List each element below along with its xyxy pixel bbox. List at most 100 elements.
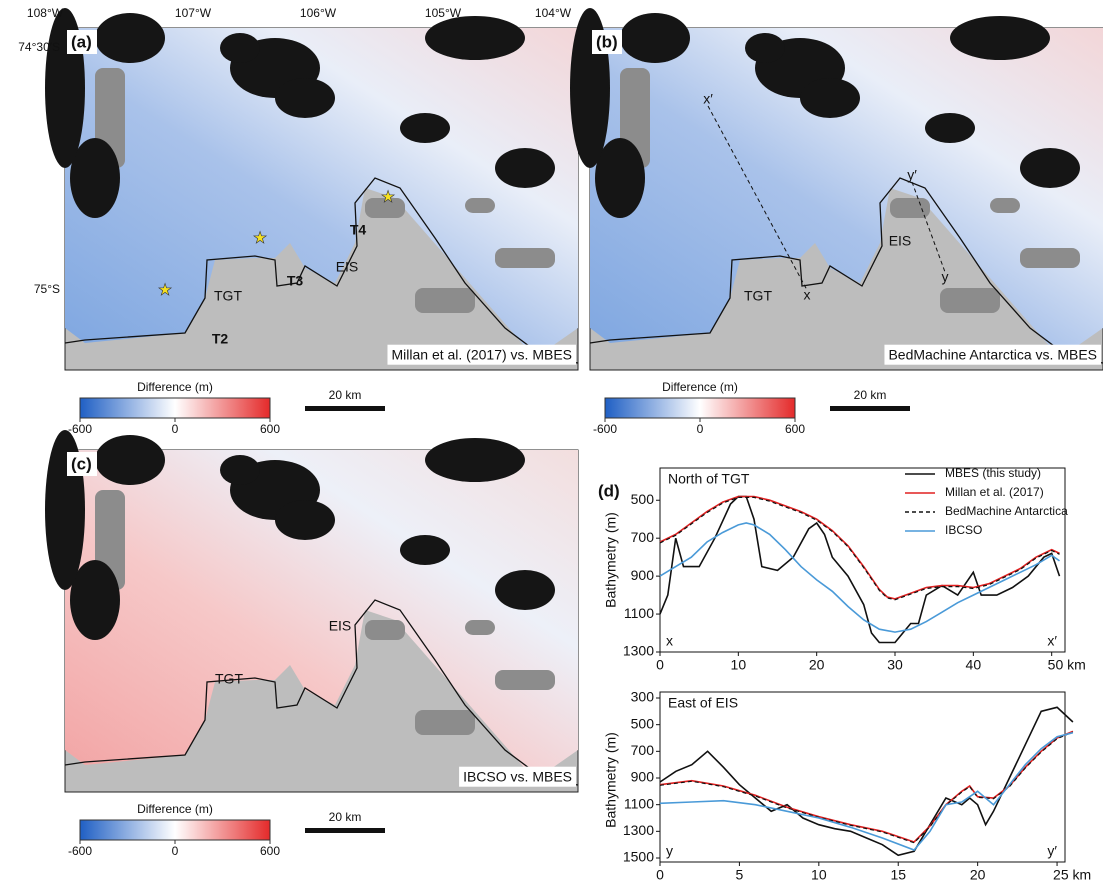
map-label: EIS <box>889 233 912 249</box>
x-tick-label: 50 km <box>1048 657 1086 673</box>
grounding-line <box>64 177 579 364</box>
no-data-area <box>1020 148 1080 188</box>
colorbar-title: Difference (m) <box>137 802 213 816</box>
rock-outcrop <box>495 248 555 268</box>
scale-bar-label: 20 km <box>854 388 887 402</box>
chart-title: East of EIS <box>668 695 738 711</box>
profile-end: x′ <box>1047 633 1057 649</box>
rock-outcrop <box>990 198 1020 213</box>
longitude-label: 105°W <box>425 6 462 20</box>
y-axis-label: Bathymetry (m) <box>603 512 619 608</box>
rock-outcrop <box>1020 248 1080 268</box>
x-tick-label: 40 <box>966 657 982 673</box>
no-data-area <box>400 535 450 565</box>
colorbar-tick-label: 600 <box>785 422 805 436</box>
no-data-area <box>425 438 525 482</box>
no-data-area <box>495 570 555 610</box>
x-tick-label: 20 <box>970 867 986 883</box>
map-label: TGT <box>215 671 243 687</box>
colorbar <box>604 397 796 419</box>
profile-line <box>659 730 1074 843</box>
colorbar-tick-label: -600 <box>68 422 92 436</box>
y-axis-label: Bathymetry (m) <box>603 732 619 828</box>
rock-outcrop <box>415 288 475 313</box>
profile-line <box>659 496 1060 601</box>
x-tick-label: 10 <box>811 867 827 883</box>
scale-bar-label: 20 km <box>329 388 362 402</box>
x-tick-label: 10 <box>731 657 747 673</box>
difference-field <box>65 28 578 358</box>
y-tick-label: 1100 <box>624 795 654 811</box>
map-panel: ★ ★ ★ (a) Millan et al. (2017) vs. MBES TGT EI… <box>45 8 579 371</box>
panel-label: (c) <box>71 454 92 473</box>
colorbar-tick-label: 0 <box>172 422 179 436</box>
colorbar <box>79 397 271 419</box>
no-data-area <box>745 33 785 63</box>
site-star: ★ <box>253 230 267 247</box>
scale-bar-label: 20 km <box>329 810 362 824</box>
rock-outcrop <box>415 710 475 735</box>
profile-line <box>659 522 1060 633</box>
latitude-label: 74°30′S <box>18 40 60 54</box>
colorbar-tick-label: -600 <box>593 422 617 436</box>
no-data-area <box>220 33 260 63</box>
grounding-line <box>589 177 1103 364</box>
map-label: y <box>942 269 949 285</box>
map-label: EIS <box>336 259 359 275</box>
difference-field <box>65 450 578 780</box>
no-data-area <box>95 13 165 63</box>
x-tick-label: 0 <box>656 657 664 673</box>
no-data-area <box>220 455 260 485</box>
map-panel: (b) BedMachine Antarctica vs. MBES TGT EIS x… <box>570 8 1103 371</box>
no-data-area <box>595 138 645 218</box>
legend-label: BedMachine Antarctica <box>945 504 1068 518</box>
legend-label: IBCSO <box>945 523 982 537</box>
profile-y <box>911 181 946 273</box>
scale-bar <box>305 828 385 833</box>
site-star: ★ <box>381 189 395 206</box>
caption-box <box>884 344 1101 365</box>
profile-start: y <box>666 843 673 859</box>
latitude-label: 75°S <box>34 282 60 296</box>
no-data-area <box>275 500 335 540</box>
map-panel: (c) IBCSO vs. MBES TGT EIS <box>45 430 579 793</box>
plot-frame <box>659 467 1066 653</box>
panel-caption: BedMachine Antarctica vs. MBES <box>888 347 1097 363</box>
y-tick-label: 900 <box>631 769 655 785</box>
colorbar-title: Difference (m) <box>137 380 213 394</box>
x-tick-label: 30 <box>887 657 903 673</box>
legend-label: Millan et al. (2017) <box>945 485 1044 499</box>
rock-outcrop <box>495 670 555 690</box>
panel-label: (d) <box>598 481 620 500</box>
scale-bar <box>830 406 910 411</box>
y-tick-label: 500 <box>631 491 655 507</box>
y-tick-label: 1500 <box>623 849 654 865</box>
colorbar-tick-label: 600 <box>260 844 280 858</box>
panel-label-box <box>67 452 97 476</box>
longitude-label: 107°W <box>175 6 212 20</box>
colorbar-title: Difference (m) <box>662 380 738 394</box>
map-label: TGT <box>744 288 772 304</box>
no-data-area <box>70 560 120 640</box>
longitude-label: 108°W <box>27 6 64 20</box>
no-data-area <box>400 113 450 143</box>
map-label: x′ <box>703 91 713 107</box>
y-tick-label: 500 <box>631 715 655 731</box>
profile-start: x <box>666 633 673 649</box>
y-tick-label: 900 <box>631 567 655 583</box>
map-label: T3 <box>287 273 304 289</box>
y-tick-label: 1100 <box>624 605 654 621</box>
rock-outcrop <box>365 198 405 218</box>
longitude-label: 104°W <box>535 6 572 20</box>
colorbar-tick-label: 600 <box>260 422 280 436</box>
colorbar-tick-label: 0 <box>697 422 704 436</box>
panel-label: (b) <box>596 32 618 51</box>
profile-end: y′ <box>1047 843 1057 859</box>
no-data-area <box>495 148 555 188</box>
panel-caption: IBCSO vs. MBES <box>463 769 572 785</box>
panel-label-box <box>592 30 622 54</box>
rock-outcrop <box>465 198 495 213</box>
profile-line <box>659 731 1074 851</box>
scale-bar <box>305 406 385 411</box>
